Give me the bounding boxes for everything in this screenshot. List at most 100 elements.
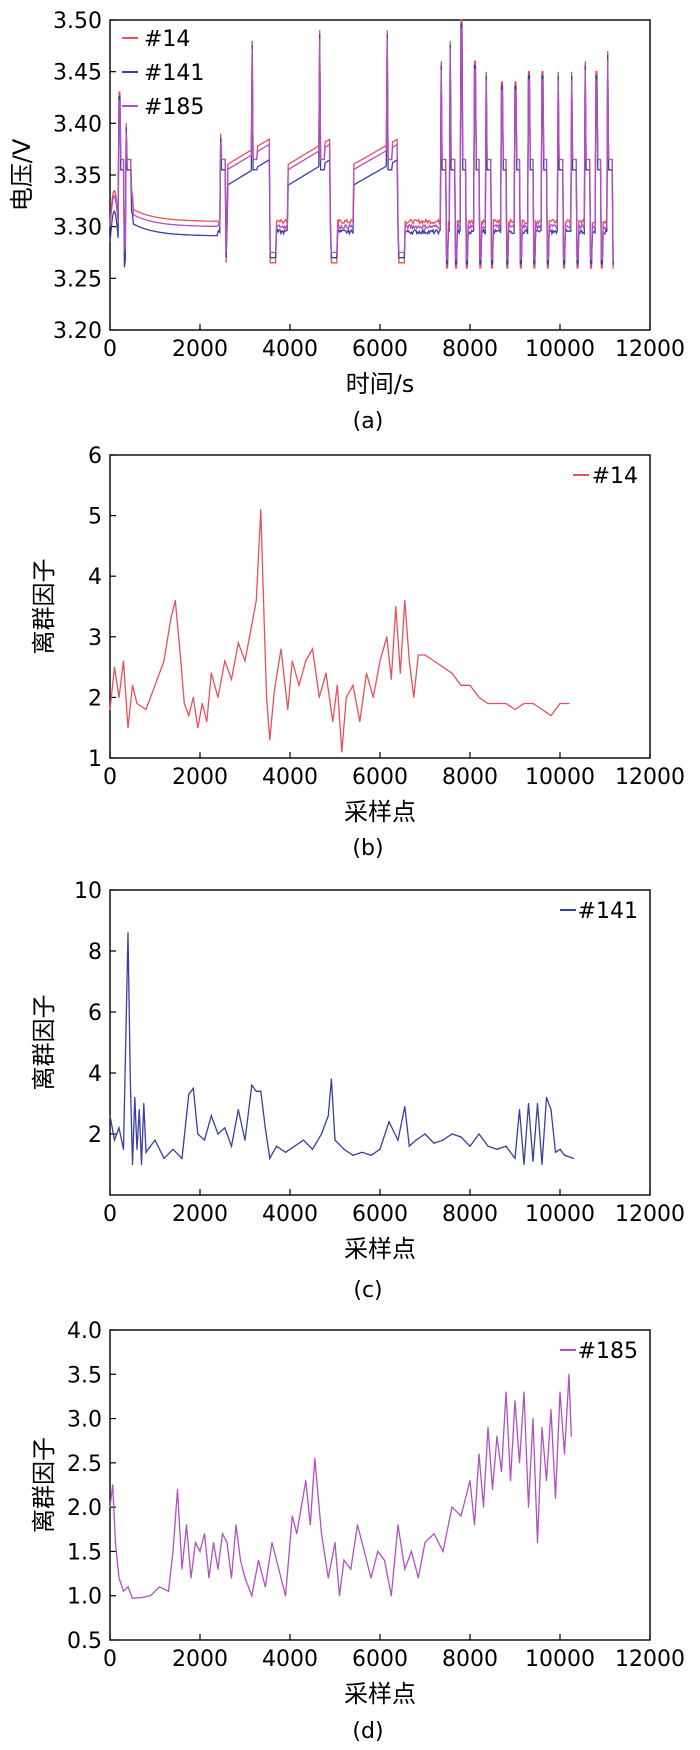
data-point [217,1568,219,1570]
x-tick-label: 6000 [352,765,408,790]
data-point [568,702,570,705]
legend-label: #141 [144,61,204,86]
data-point [260,1090,262,1092]
data-point [395,605,397,608]
data-point [230,1577,233,1579]
data-point [363,1550,365,1553]
data-point [217,696,219,699]
data-point [541,1426,543,1429]
data-point [113,1139,116,1141]
panel-caption: (a) [353,409,384,434]
data-point [413,696,415,699]
data-point [514,1400,516,1402]
data-point [518,1109,521,1111]
data-point [172,1148,174,1150]
data-point [183,702,185,705]
x-tick-label: 4000 [262,1202,318,1227]
data-point [372,696,374,699]
data-point [280,648,282,650]
x-tick-label: 4000 [262,765,318,790]
data-point [244,1139,246,1141]
data-point [370,1154,372,1156]
data-point [311,1148,314,1150]
data-point [230,678,233,680]
data-point [433,660,435,662]
data-point [109,1506,111,1508]
data-point [179,648,181,650]
legend-label: #185 [578,1339,638,1364]
data-point [224,1127,226,1129]
chart-panel-c: 0 2000 4000 6000 8000 10000 12000 2 4 6 8 10 采样点 离群因子… [30,879,685,1303]
x-tick-label: 8000 [442,765,498,790]
data-point [221,1533,224,1535]
data-point [208,1577,210,1579]
data-point [136,1148,138,1150]
data-point [188,1093,190,1095]
data-point [559,702,561,705]
data-point [424,654,426,656]
x-tick-label: 0 [103,1202,117,1227]
data-point [559,1148,561,1150]
series-line-141 [109,932,574,1165]
data-point [424,1541,426,1544]
data-point [460,1515,462,1517]
data-point [568,1373,570,1375]
y-axis-label: 离群因子 [30,559,58,655]
data-point [131,1163,134,1166]
data-point [217,1133,219,1135]
data-point [302,1139,305,1141]
y-tick-label: 3.45 [53,61,102,86]
y-tick-label: 1.0 [67,1585,102,1610]
y-tick-label: 1.5 [67,1540,102,1565]
data-point [527,1102,530,1105]
panel-caption: (c) [353,1278,382,1303]
data-point [174,599,176,602]
data-point [251,1084,253,1086]
data-point [473,1524,476,1526]
y-tick-label: 2 [88,686,102,711]
data-point [134,1096,136,1098]
data-point [181,1568,183,1570]
data-point [188,714,190,717]
data-point [275,1145,278,1147]
y-tick-label: 6 [88,444,102,469]
data-point [271,1541,273,1544]
data-point [309,1524,311,1526]
y-tick-label: 3 [88,626,102,651]
data-point [158,1586,161,1588]
data-point [523,1391,525,1393]
data-point [255,599,257,602]
data-point [487,1145,489,1147]
data-point [224,660,226,662]
x-tick-label: 6000 [352,1647,408,1672]
y-tick-label: 3.50 [53,9,102,34]
data-point [365,672,368,674]
data-point [442,1550,444,1553]
data-point [296,1533,298,1535]
data-point [390,678,392,680]
data-point [359,721,361,723]
data-point [370,1577,372,1579]
data-point [532,702,534,705]
data-point [404,1105,406,1108]
data-point [230,1145,233,1147]
data-point [278,1568,280,1570]
x-tick-label: 6000 [352,337,408,362]
y-axis-label: 离群因子 [30,995,58,1091]
data-point [496,1435,498,1437]
data-point [518,1462,521,1464]
x-axis-label: 采样点 [344,1680,416,1708]
data-point [505,702,507,705]
data-point [570,1435,572,1437]
legend-label: #141 [578,899,638,924]
panel-caption: (d) [352,1719,383,1744]
data-point [563,1453,566,1455]
data-point [451,672,453,674]
data-point [194,1541,197,1544]
y-tick-label: 3.20 [53,319,102,344]
data-point [386,636,388,638]
x-tick-label: 10000 [525,765,595,790]
x-tick-label: 8000 [442,1647,498,1672]
data-point [311,648,314,650]
data-point [541,1163,543,1166]
